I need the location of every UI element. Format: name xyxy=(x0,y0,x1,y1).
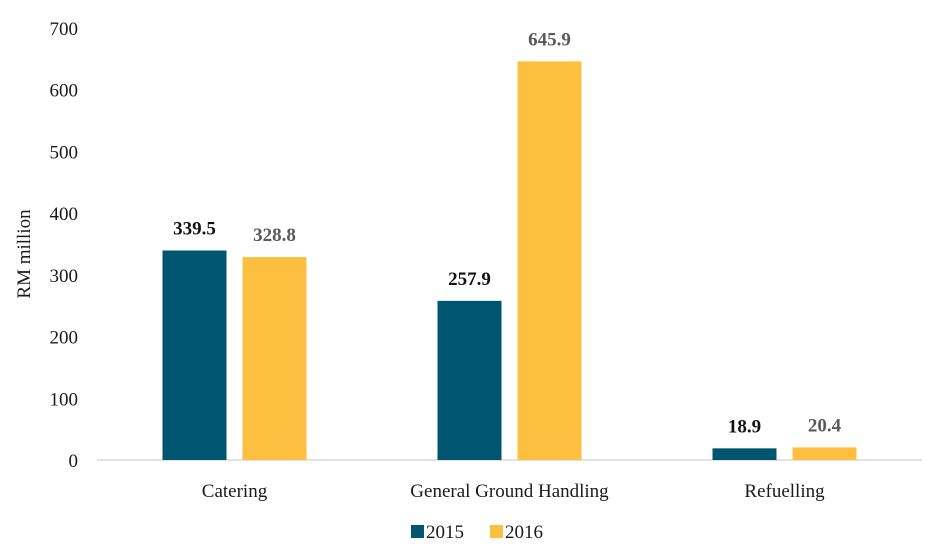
y-tick-label: 600 xyxy=(50,81,79,102)
bar-2015-general-ground-handling xyxy=(437,300,502,460)
category-labels: Catering General Ground Handling Refuellin… xyxy=(202,481,825,502)
data-label: 257.9 xyxy=(448,269,491,290)
y-axis-ticks: 0 100 200 300 400 500 600 700 xyxy=(50,19,79,472)
data-label: 645.9 xyxy=(528,29,571,50)
bar-2015-catering xyxy=(162,250,227,460)
y-tick-label: 200 xyxy=(50,328,79,349)
category-label: Catering xyxy=(202,481,268,502)
legend: 2015 2016 xyxy=(411,522,543,543)
y-tick-label: 500 xyxy=(50,142,79,163)
y-tick-label: 700 xyxy=(50,19,79,40)
data-label: 20.4 xyxy=(808,415,842,436)
bar-2015-refuelling xyxy=(712,448,777,460)
y-axis-title: RM million xyxy=(14,209,35,299)
category-label: General Ground Handling xyxy=(410,481,609,502)
bar-2016-refuelling xyxy=(792,447,857,460)
bar-2016-catering xyxy=(242,257,307,460)
y-tick-label: 0 xyxy=(69,451,79,472)
bars xyxy=(162,61,857,461)
legend-label-2015: 2015 xyxy=(426,522,464,543)
legend-swatch-2016 xyxy=(490,525,503,538)
category-label: Refuelling xyxy=(744,481,825,502)
data-label: 18.9 xyxy=(728,416,761,437)
data-labels: 339.5 328.8 257.9 645.9 18.9 20.4 xyxy=(173,29,842,437)
data-label: 328.8 xyxy=(253,225,296,246)
data-label: 339.5 xyxy=(173,218,216,239)
y-tick-label: 100 xyxy=(50,389,79,410)
y-tick-label: 300 xyxy=(50,266,79,287)
legend-label-2016: 2016 xyxy=(505,522,543,543)
legend-swatch-2015 xyxy=(411,525,424,538)
y-axis-title-text: RM million xyxy=(14,209,35,299)
y-tick-label: 400 xyxy=(50,204,79,225)
bar-2016-general-ground-handling xyxy=(517,61,582,461)
